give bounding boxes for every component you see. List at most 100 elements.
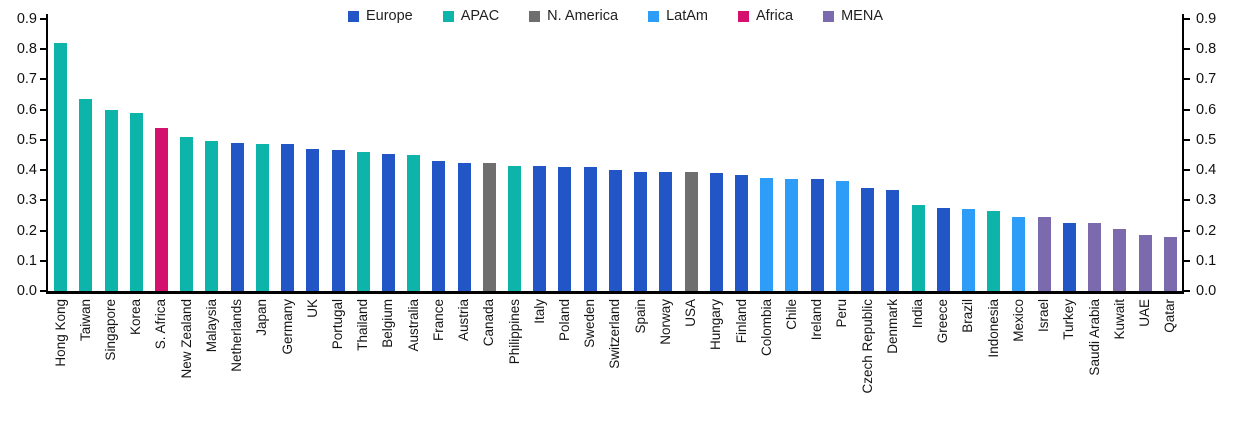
y-tick-label: 0.5 (1196, 131, 1217, 148)
bar-slot-germany (275, 19, 300, 291)
bar-canada (482, 162, 496, 291)
bar-greece (936, 207, 950, 291)
bar-slot-philippines (502, 19, 527, 291)
x-axis-label: Netherlands (229, 299, 245, 372)
x-axis-label: Philippines (506, 299, 522, 365)
legend-label: Africa (756, 8, 794, 24)
x-label-slot-india: India (905, 299, 930, 328)
bar-slot-s-africa (149, 19, 174, 291)
y-axis-right-line (1182, 14, 1184, 293)
bar-hong-kong (54, 43, 68, 291)
legend-item-europe: Europe (347, 8, 413, 24)
x-label-slot-belgium: Belgium (376, 299, 401, 348)
bar-slot-czech-republic (855, 19, 880, 291)
y-tick-label: 0.1 (1196, 252, 1217, 269)
x-label-slot-greece: Greece (931, 299, 956, 343)
x-label-slot-taiwan: Taiwan (73, 299, 98, 341)
bar-slot-hong-kong (48, 19, 73, 291)
y-tick-mark (1184, 18, 1190, 20)
x-axis-label: Thailand (355, 299, 371, 351)
y-tick-label: 0.2 (16, 222, 37, 239)
bar-indonesia (987, 210, 1001, 291)
y-tick-label: 0.6 (1196, 101, 1217, 118)
x-axis-label: Ireland (809, 299, 825, 341)
y-tick-mark (40, 78, 46, 81)
x-axis-label: Saudi Arabia (1086, 299, 1102, 376)
x-label-slot-france: France (426, 299, 451, 341)
x-label-slot-philippines: Philippines (502, 299, 527, 364)
x-label-slot-switzerland: Switzerland (603, 299, 628, 369)
x-label-slot-usa: USA (678, 299, 703, 327)
x-label-slot-finland: Finland (729, 299, 754, 343)
bar-singapore (104, 109, 118, 291)
x-axis-label: Czech Republic (859, 299, 875, 394)
y-tick-label: 0.3 (1196, 192, 1217, 209)
x-axis-label: Australia (405, 299, 421, 352)
bar-slot-finland (729, 19, 754, 291)
bar-qatar (1163, 236, 1177, 291)
bar-italy (533, 165, 547, 291)
bar-slot-spain (628, 19, 653, 291)
x-axis-label: Belgium (380, 299, 396, 348)
x-axis-line (46, 291, 1184, 294)
x-axis-label: India (910, 299, 926, 329)
x-axis-label: S. Africa (153, 299, 169, 350)
bar-slot-hungary (704, 19, 729, 291)
legend-swatch-icon (529, 10, 541, 22)
bar-slot-greece (931, 19, 956, 291)
y-tick-mark (1184, 169, 1190, 172)
bar-kuwait (1113, 229, 1127, 291)
x-axis-label: Austria (456, 299, 472, 342)
x-label-slot-italy: Italy (527, 299, 552, 324)
y-tick-label: 0.1 (16, 252, 37, 269)
x-axis-label: Norway (657, 299, 673, 345)
bar-india (911, 204, 925, 291)
x-label-slot-indonesia: Indonesia (981, 299, 1006, 358)
x-label-slot-malaysia: Malaysia (199, 299, 224, 352)
x-axis-label: Germany (279, 299, 295, 355)
x-axis-label: Poland (556, 299, 572, 342)
legend-label: Europe (365, 8, 413, 24)
x-axis-label: Malaysia (203, 299, 219, 353)
bar-israel (1037, 216, 1051, 291)
x-label-slot-australia: Australia (401, 299, 426, 352)
x-label-slot-ireland: Ireland (805, 299, 830, 340)
x-axis-label: Brazil (960, 299, 976, 333)
x-label-slot-turkey: Turkey (1057, 299, 1082, 340)
x-axis-label: Peru (834, 299, 850, 328)
bar-slot-netherlands (225, 19, 250, 291)
bar-slot-denmark (880, 19, 905, 291)
bar-slot-japan (250, 19, 275, 291)
x-label-slot-canada: Canada (477, 299, 502, 346)
y-tick-label: 0.0 (16, 283, 37, 299)
x-axis-label: Mexico (1010, 299, 1026, 342)
bar-japan (255, 144, 269, 291)
bar-uk (306, 148, 320, 291)
x-axis-label: Qatar (1162, 299, 1178, 333)
legend-item-africa: Africa (738, 8, 793, 24)
x-axis-label: Kuwait (1111, 299, 1127, 340)
bar-slot-korea (124, 19, 149, 291)
x-axis-label: France (430, 299, 446, 342)
y-tick-label: 0.5 (16, 131, 37, 148)
bar-slot-switzerland (603, 19, 628, 291)
bar-turkey (1062, 223, 1076, 291)
y-tick-label: 0.8 (16, 41, 37, 58)
bar-slot-sweden (578, 19, 603, 291)
y-tick-mark (1184, 290, 1190, 292)
x-axis-label: Denmark (884, 299, 900, 354)
y-tick-mark (40, 18, 46, 20)
bar-slot-turkey (1057, 19, 1082, 291)
y-tick-mark (40, 48, 46, 51)
x-label-slot-portugal: Portugal (325, 299, 350, 349)
bar-spain (634, 171, 648, 291)
y-tick-label: 0.0 (1196, 283, 1217, 299)
legend-swatch-icon (648, 10, 660, 22)
bar-slot-peru (830, 19, 855, 291)
bar-slot-uae (1132, 19, 1157, 291)
bar-belgium (381, 153, 395, 291)
x-axis-label: Indonesia (985, 299, 1001, 358)
legend-item-n-america: N. America (529, 8, 618, 24)
bar-slot-chile (779, 19, 804, 291)
